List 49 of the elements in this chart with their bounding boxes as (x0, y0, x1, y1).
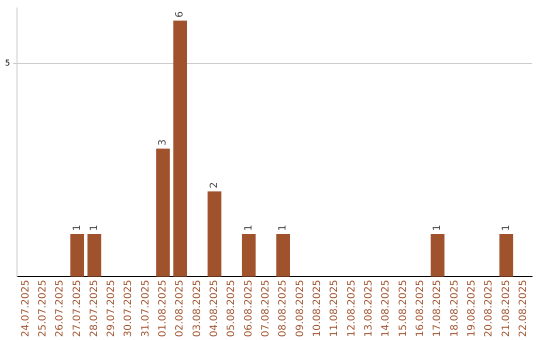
x-tick-label: 02.08.2025 (174, 280, 186, 338)
bar (276, 234, 290, 277)
bar (430, 234, 444, 277)
x-tick-label: 08.08.2025 (278, 280, 289, 338)
bar (242, 234, 256, 277)
x-tick-label: 15.08.2025 (398, 280, 409, 338)
data-label: 1 (72, 224, 83, 232)
x-tick-label: 01.08.2025 (158, 280, 169, 338)
x-tick-label: 05.08.2025 (226, 280, 238, 338)
x-tick-label: 21.08.2025 (500, 280, 512, 338)
x-tick-label: 31.07.2025 (140, 280, 152, 338)
x-tick-label: 03.08.2025 (192, 280, 203, 338)
x-tick-label: 10.08.2025 (312, 280, 324, 338)
bar (173, 20, 188, 277)
bar (70, 234, 84, 277)
x-tick-label: 22.08.2025 (518, 280, 530, 338)
data-label: 1 (432, 224, 444, 232)
x-tick-label: 24.07.2025 (20, 280, 32, 338)
data-label: 1 (88, 224, 100, 232)
y-tick-label: 5 (4, 58, 10, 68)
x-tick-label: 13.08.2025 (364, 280, 375, 338)
data-label: 3 (158, 139, 169, 146)
data-label: 1 (278, 224, 289, 232)
x-tick-label: 04.08.2025 (209, 280, 220, 338)
x-tick-label: 12.08.2025 (346, 280, 358, 338)
x-tick-label: 27.07.2025 (72, 280, 83, 338)
x-tick-label: 09.08.2025 (294, 280, 306, 338)
x-tick-label: 18.08.2025 (449, 280, 460, 338)
x-tick-label: 14.08.2025 (380, 280, 392, 338)
x-tick-label: 30.07.2025 (123, 280, 134, 338)
bar (156, 148, 170, 277)
data-label: 2 (209, 182, 220, 188)
x-tick-label: 11.08.2025 (329, 280, 340, 338)
bar (499, 234, 514, 277)
x-tick-label: 26.07.2025 (54, 280, 66, 338)
x-tick-label: 19.08.2025 (466, 280, 478, 338)
x-tick-label: 07.08.2025 (260, 280, 272, 338)
data-label: 1 (500, 224, 512, 232)
bar (208, 191, 222, 277)
x-tick-label: 17.08.2025 (432, 280, 444, 338)
x-tick-label: 25.07.2025 (37, 280, 48, 338)
x-tick-label: 16.08.2025 (415, 280, 426, 338)
bar (87, 234, 102, 277)
x-tick-label: 29.07.2025 (106, 280, 118, 338)
x-tick-label: 20.08.2025 (484, 280, 495, 338)
x-tick-label: 28.07.2025 (88, 280, 100, 338)
data-label: 6 (174, 11, 186, 18)
x-tick-label: 06.08.2025 (243, 280, 254, 338)
data-label: 1 (243, 224, 254, 232)
